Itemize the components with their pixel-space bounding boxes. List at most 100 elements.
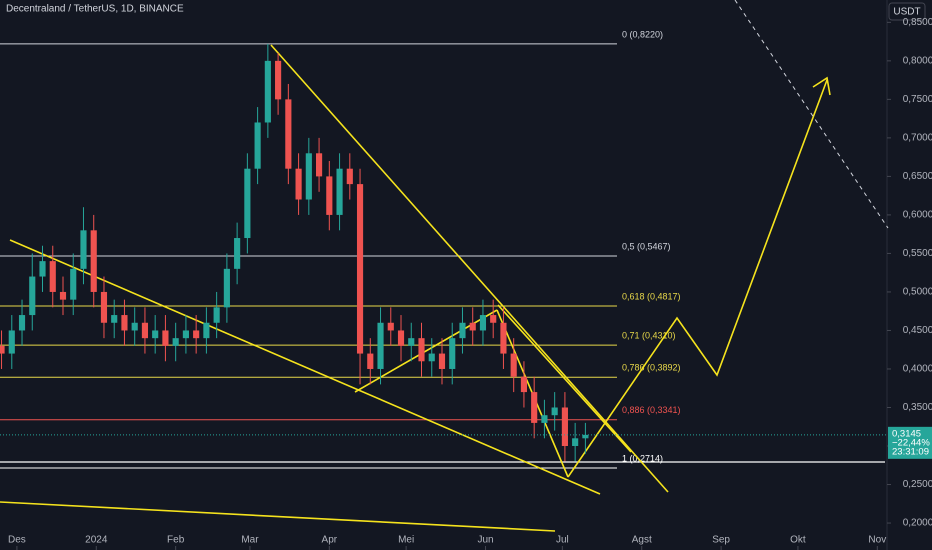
trend-line <box>497 304 632 453</box>
y-tick-label: 0,7500 <box>903 94 932 105</box>
arrow-head <box>812 76 831 96</box>
candle-body <box>172 338 179 346</box>
y-tick-label: 0,6000 <box>903 210 932 221</box>
candle-body <box>80 230 87 269</box>
fib-levels: 0 (0,8220) 0,5 (0,5467) 0,618 (0,4817) 0,71… <box>0 29 885 469</box>
candle-body <box>418 338 425 362</box>
price-tag-change: −22,44% <box>892 437 930 448</box>
x-tick-label: Apr <box>322 535 338 546</box>
x-tick-label: Agst <box>632 535 652 546</box>
candle-body <box>39 261 46 277</box>
fib-label: 0 (0,8220) <box>622 29 663 39</box>
candle-body <box>18 315 26 331</box>
x-tick-label: Sep <box>712 535 730 546</box>
candle-body <box>449 338 456 369</box>
candle-body <box>59 291 67 300</box>
candle-body <box>346 168 353 185</box>
drawings <box>0 44 831 532</box>
candle-body <box>531 392 538 423</box>
currency-label[interactable]: USDT <box>893 7 920 18</box>
currency-button[interactable] <box>888 2 926 21</box>
candle-body <box>234 238 241 269</box>
y-tick-label: 0,6500 <box>903 171 932 182</box>
y-tick-label: 0,5500 <box>903 248 932 259</box>
candle-body <box>90 230 97 292</box>
candle-body <box>305 153 312 200</box>
x-tick-label: Jun <box>477 535 493 546</box>
candle-body <box>541 415 548 423</box>
candle-body <box>111 315 118 323</box>
dashed-line <box>734 0 889 229</box>
fib-label: 0,5 (0,5467) <box>622 241 671 251</box>
price-tag <box>888 426 932 459</box>
forecast-path <box>567 79 828 478</box>
candle-body <box>336 168 343 215</box>
candle-body <box>182 330 189 339</box>
y-tick-label: 0,2000 <box>903 518 932 529</box>
candle-body <box>377 322 384 369</box>
candle-body <box>8 330 15 354</box>
candle-body <box>29 276 36 316</box>
candle-body <box>223 268 230 308</box>
chart-title: Decentraland / TetherUS, 1D, BINANCE <box>6 4 184 15</box>
x-tick-label: Mar <box>241 535 259 546</box>
candle-body <box>572 438 579 447</box>
y-tick-label: 0,3500 <box>903 402 932 413</box>
fib-label: 1 (0,2714) <box>622 453 663 463</box>
candle-body <box>121 315 128 331</box>
candle-body <box>367 353 374 369</box>
y-tick-label: 0,7000 <box>903 133 932 144</box>
price-tag-countdown: 23:31:09 <box>892 446 929 457</box>
candle-body <box>244 168 251 239</box>
candle-body <box>49 261 56 292</box>
candle-body <box>131 322 138 331</box>
candle-body <box>285 99 292 169</box>
candle-body <box>428 353 435 362</box>
candle-body <box>510 353 517 377</box>
candle-body <box>0 345 5 354</box>
y-tick-label: 0,8500 <box>903 17 932 28</box>
trend-line <box>0 501 556 532</box>
candle-body <box>397 330 405 346</box>
candle-body <box>70 268 77 300</box>
candle-body <box>387 322 394 331</box>
candle-body <box>254 122 261 169</box>
candle-body <box>438 353 446 369</box>
candle-body <box>203 322 210 339</box>
x-tick-label: Mei <box>398 535 414 546</box>
candle-body <box>490 315 497 323</box>
candle-body <box>561 407 568 447</box>
y-tick-label: 0,2500 <box>903 479 932 490</box>
candle-body <box>408 338 415 346</box>
candle-body <box>264 60 271 123</box>
candle-body <box>500 322 507 354</box>
candle-body <box>295 168 302 200</box>
fib-label: 0,786 (0,3892) <box>622 363 681 373</box>
candle-body <box>582 434 589 439</box>
candles <box>0 43 589 462</box>
candle-body <box>356 184 364 354</box>
fib-label: 0,71 (0,4310) <box>622 330 676 340</box>
candle-body <box>162 330 169 346</box>
candle-body <box>551 407 558 416</box>
price-tag-value: 0,3145 <box>892 428 921 439</box>
candle-body <box>275 60 282 100</box>
fib-label: 0,618 (0,4817) <box>622 291 681 301</box>
candle-body <box>193 330 200 339</box>
x-tick-label: Okt <box>790 535 806 546</box>
trend-line <box>9 239 601 495</box>
candle-body <box>520 376 528 393</box>
candle-body <box>213 307 220 323</box>
candle-body <box>459 322 466 339</box>
candle-body <box>479 315 487 331</box>
x-tick-label: Des <box>8 535 26 546</box>
candle-body <box>141 322 149 339</box>
y-tick-label: 0,5000 <box>903 287 932 298</box>
x-tick-label: Feb <box>167 535 185 546</box>
fib-label: 0,886 (0,3341) <box>622 405 681 415</box>
x-tick-label: Nov <box>868 535 886 546</box>
candle-body <box>326 176 333 215</box>
